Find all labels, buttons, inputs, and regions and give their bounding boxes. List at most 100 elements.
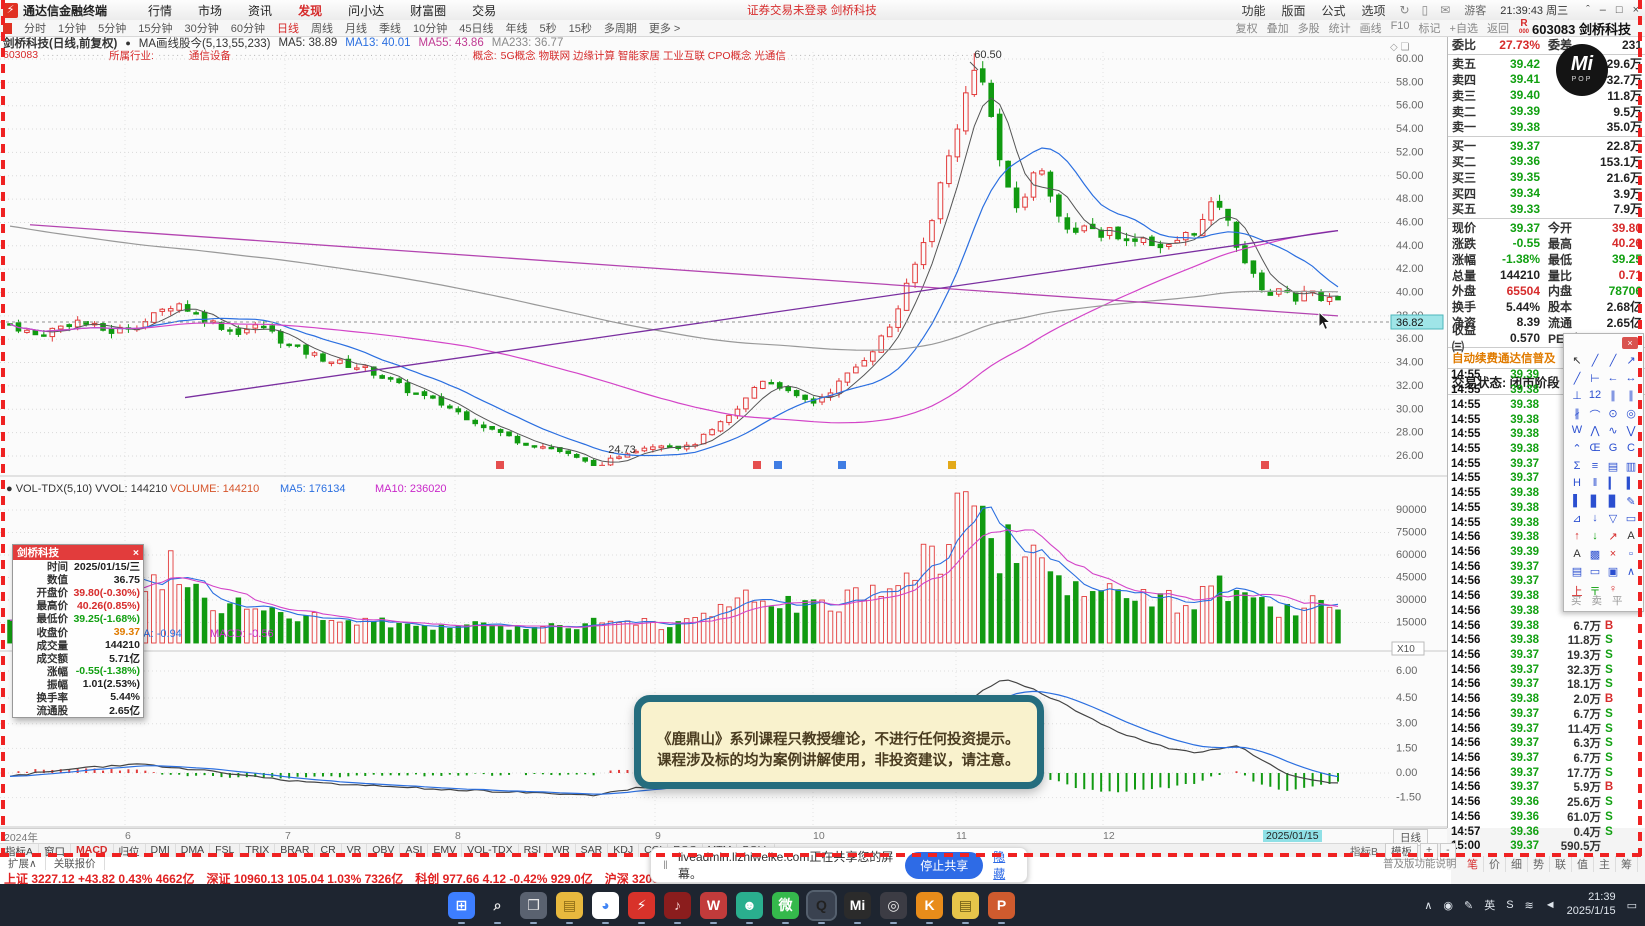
taskbar-icon-camera[interactable]: ◎ [880,891,907,924]
drawing-tool-icon[interactable]: ∿ [1608,425,1618,438]
period-多周期[interactable]: 多周期 [603,23,637,35]
menu-right-功能[interactable]: 功能 [1241,3,1266,18]
ask-row[interactable]: 卖四 39.41 32.7万 [1452,72,1642,87]
volume-icon[interactable]: ◄ [1544,899,1556,911]
menu-item-交易[interactable]: 交易 [472,3,497,18]
drawing-tool-icon[interactable]: ↔ [1625,371,1637,384]
indicator-tab-EMV[interactable]: EMV [428,843,463,859]
indicator-tab-DMA[interactable]: DMA [176,843,211,859]
drawing-tool-icon[interactable]: ♀ [1608,582,1618,595]
footer-tab-扩展∧[interactable]: 扩展∧ [0,856,46,871]
taskbar-icon-task-view[interactable]: ❒ [520,891,547,924]
indicator-tab-SAR[interactable]: SAR [576,843,609,859]
collapse-button[interactable]: ˆ [1586,4,1590,16]
record-icon[interactable]: ◉ [1443,899,1453,912]
drawing-tool-icon[interactable]: H [1573,477,1581,490]
menu-right-版面[interactable]: 版面 [1281,3,1306,18]
drawing-tool-icon[interactable]: ↓ [1592,529,1598,542]
mail-icon[interactable]: ✉ [1440,3,1451,17]
drawing-tool-icon[interactable]: ‖ [1592,477,1598,490]
drawing-tool-icon[interactable]: ▥ [1625,460,1637,473]
rp-tab-值[interactable]: 值 [1572,856,1594,872]
drawing-tool-icon[interactable]: ▤ [1571,566,1583,579]
taskbar-icon-chrome[interactable]: ◕ [592,891,619,924]
drawing-tool-icon[interactable]: ▩ [1589,548,1601,561]
ma-label[interactable]: MA画线股今(5,13,55,233) [138,37,271,50]
tool-标记[interactable]: 标记 [1418,23,1441,35]
drawing-tool-icon[interactable]: ∥ [1628,390,1634,403]
drawing-tool-icon[interactable]: ◎ [1626,407,1636,420]
drawing-tool-icon[interactable]: ≡ [1591,459,1599,472]
drawing-tool-icon[interactable]: ▭ [1589,566,1601,579]
taskbar-icon-explorer[interactable]: ▤ [556,891,583,924]
drawing-tool-icon[interactable]: ∥ [1610,390,1616,403]
period-30分钟[interactable]: 30分钟 [184,23,219,35]
period-日线[interactable]: 日线 [277,23,299,35]
footer-tab-关联报价[interactable]: 关联报价 [46,856,105,871]
drawing-tool-icon[interactable]: Œ [1589,441,1601,454]
indicator-tab-VR[interactable]: VR [342,843,368,859]
drawing-tool-icon[interactable]: Σ [1573,459,1581,472]
indicator-tab-CR[interactable]: CR [315,843,342,859]
bid-row[interactable]: 买一 39.37 22.8万 [1452,138,1642,154]
taskbar-icon-wechat[interactable]: 微 [772,891,799,924]
menu-right-选项[interactable]: 选项 [1361,3,1386,18]
ask-row[interactable]: 卖五 39.42 29.6万 [1452,56,1642,72]
tool-叠加[interactable]: 叠加 [1266,23,1289,35]
tool-多股[interactable]: 多股 [1297,23,1320,35]
drawing-tool-icon[interactable]: ⌒ [1589,409,1601,422]
close-button[interactable]: × [1632,4,1639,16]
taskbar-icon-notes[interactable]: ▤ [952,891,979,924]
tool-统计[interactable]: 统计 [1328,23,1351,35]
rp-tab-笔[interactable]: 笔 [1462,856,1484,872]
drawing-tool-icon[interactable]: A [1627,529,1635,542]
rp-tab-细[interactable]: 细 [1506,856,1528,872]
drawing-tool-icon[interactable]: ⋀ [1590,425,1600,438]
indicator-tab-WR[interactable]: WR [547,843,576,859]
pane-control-icons[interactable]: ◇ ❏ [1390,42,1410,53]
rp-tab-势[interactable]: 势 [1528,856,1550,872]
indicator-tab-RSI[interactable]: RSI [519,843,548,859]
ask-row[interactable]: 卖二 39.39 9.5万 [1452,104,1642,119]
period-15分钟[interactable]: 15分钟 [138,23,173,35]
drawing-tool-icon[interactable]: 12 [1588,389,1602,402]
drawing-tool-icon[interactable]: ⊙ [1608,407,1618,420]
drawing-tool-icon[interactable]: ↑ [1574,529,1580,542]
drawing-tool-icon[interactable]: ▌ [1573,494,1581,507]
tray-expand-icon[interactable]: ∧ [1424,899,1433,912]
guest-label[interactable]: 游客 [1464,5,1487,17]
period-更多 >[interactable]: 更多 > [648,23,681,35]
drawing-tool-icon[interactable]: ↓ [1592,512,1598,525]
drawing-tool-icon[interactable]: ↖ [1572,355,1582,367]
bid-row[interactable]: 买二 39.36 153.1万 [1452,154,1642,169]
rp-tab-联[interactable]: 联 [1550,856,1572,872]
tool-画线[interactable]: 画线 [1359,23,1382,35]
taskbar-icon-search[interactable]: ⌕ [484,892,511,924]
period-15秒[interactable]: 15秒 [568,23,592,35]
drawing-tool-icon[interactable]: ╱ [1573,372,1581,385]
rp-tab-主[interactable]: 主 [1594,856,1616,872]
maximize-button[interactable]: □ [1615,4,1623,16]
drawing-tool-icon[interactable]: ⋁ [1626,425,1636,438]
period-5秒[interactable]: 5秒 [539,23,557,35]
period-45日线[interactable]: 45日线 [459,23,494,35]
indicator-tab-FSL[interactable]: FSL [210,843,241,859]
drawing-tool-icon[interactable]: × [1609,547,1617,560]
period-60分钟[interactable]: 60分钟 [230,23,265,35]
period-季线[interactable]: 季线 [379,23,401,35]
taskbar-icon-qq[interactable]: Q [806,889,837,924]
menu-item-行情[interactable]: 行情 [148,3,173,18]
rp-tab-价[interactable]: 价 [1484,856,1506,872]
industry-value[interactable]: 通信设备 [188,49,231,62]
close-icon[interactable]: × [1622,337,1638,349]
menu-right-公式[interactable]: 公式 [1321,3,1346,18]
drawing-tool-icon[interactable]: A [1573,547,1581,560]
drawing-tool-icon[interactable]: ← [1607,371,1619,384]
drawing-tool-icon[interactable]: W [1571,424,1583,437]
drawing-tool-icon[interactable]: ▋ [1590,495,1600,508]
minimize-button[interactable]: – [1599,4,1606,16]
wifi-icon[interactable]: ≋ [1524,899,1534,912]
drawing-tool-icon[interactable]: ⌃ [1572,442,1582,455]
menu-item-资讯[interactable]: 资讯 [248,3,273,18]
close-icon[interactable]: × [132,546,139,559]
